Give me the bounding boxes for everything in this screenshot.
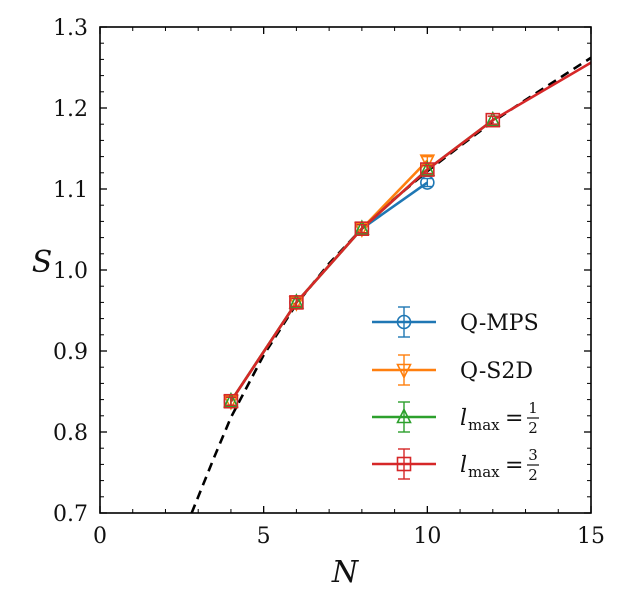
x-tick-label: 5 — [257, 524, 271, 549]
series-1-point — [223, 394, 239, 411]
legend-label-lmax-three-half: l max = 3 2 — [460, 446, 539, 484]
legend: Q-MPS Q-S2D l max = 1 2 l max = 3 2 — [372, 306, 539, 484]
legend-label-q-mps: Q-MPS — [460, 311, 539, 336]
legend-marker — [396, 407, 412, 424]
x-axis-title: N — [331, 555, 360, 590]
legend-label-q-s2d: Q-S2D — [460, 359, 533, 384]
svg-text:2: 2 — [528, 466, 538, 484]
y-tick-label: 1.0 — [53, 259, 88, 284]
x-tick-label: 0 — [93, 524, 107, 549]
y-tick-label: 1.3 — [53, 16, 88, 41]
legend-entry-q-s2d — [372, 354, 436, 386]
y-tick-label: 1.2 — [53, 97, 88, 122]
plot-area — [190, 56, 591, 513]
series-2-point — [288, 293, 305, 309]
svg-text:max: max — [468, 416, 500, 434]
plot-frame — [99, 26, 592, 514]
y-tick-label: 0.7 — [53, 502, 88, 527]
fit-curve — [190, 56, 591, 513]
y-tick-label: 1.1 — [53, 178, 88, 203]
y-axis-title: S — [32, 245, 53, 280]
legend-marker — [396, 363, 412, 380]
svg-text:max: max — [468, 463, 500, 481]
x-tick-label: 15 — [577, 524, 605, 549]
svg-text:2: 2 — [528, 419, 538, 437]
series-line-3 — [229, 61, 591, 402]
series-2-point — [223, 391, 239, 408]
series-3-point — [485, 112, 501, 128]
ticks-layer — [99, 26, 592, 514]
series-3-point — [223, 393, 239, 409]
y-tick-label: 0.9 — [53, 340, 88, 365]
legend-marker — [396, 456, 412, 472]
series-3-point — [354, 221, 370, 236]
legend-entry-lmax-three-half — [372, 448, 436, 480]
markers-layer — [223, 110, 501, 411]
svg-text:l: l — [460, 406, 467, 431]
legend-label-lmax-half: l max = 1 2 — [460, 399, 539, 437]
tick-labels: 0 5 10 15 0.7 0.8 0.9 1.0 1.1 1.2 1.3 — [53, 16, 605, 549]
svg-text:3: 3 — [528, 446, 538, 464]
x-tick-label: 10 — [413, 524, 441, 549]
legend-entry-lmax-half — [372, 401, 436, 433]
series-2-point — [419, 160, 436, 176]
svg-text:=: = — [505, 453, 523, 478]
series-1-point — [288, 296, 305, 312]
series-1-point — [354, 222, 370, 238]
series-2-point — [354, 219, 370, 235]
series-3-point — [289, 295, 304, 310]
svg-text:=: = — [505, 406, 523, 431]
series-1-point — [419, 154, 436, 170]
legend-marker — [396, 314, 412, 330]
series-line-0 — [229, 181, 429, 402]
y-tick-label: 0.8 — [53, 421, 88, 446]
svg-text:1: 1 — [528, 399, 538, 417]
svg-text:l: l — [460, 453, 467, 478]
series-2-point — [485, 110, 501, 127]
series-line-2 — [229, 119, 494, 402]
series-3-point — [420, 162, 435, 177]
legend-entry-q-mps — [372, 306, 436, 338]
